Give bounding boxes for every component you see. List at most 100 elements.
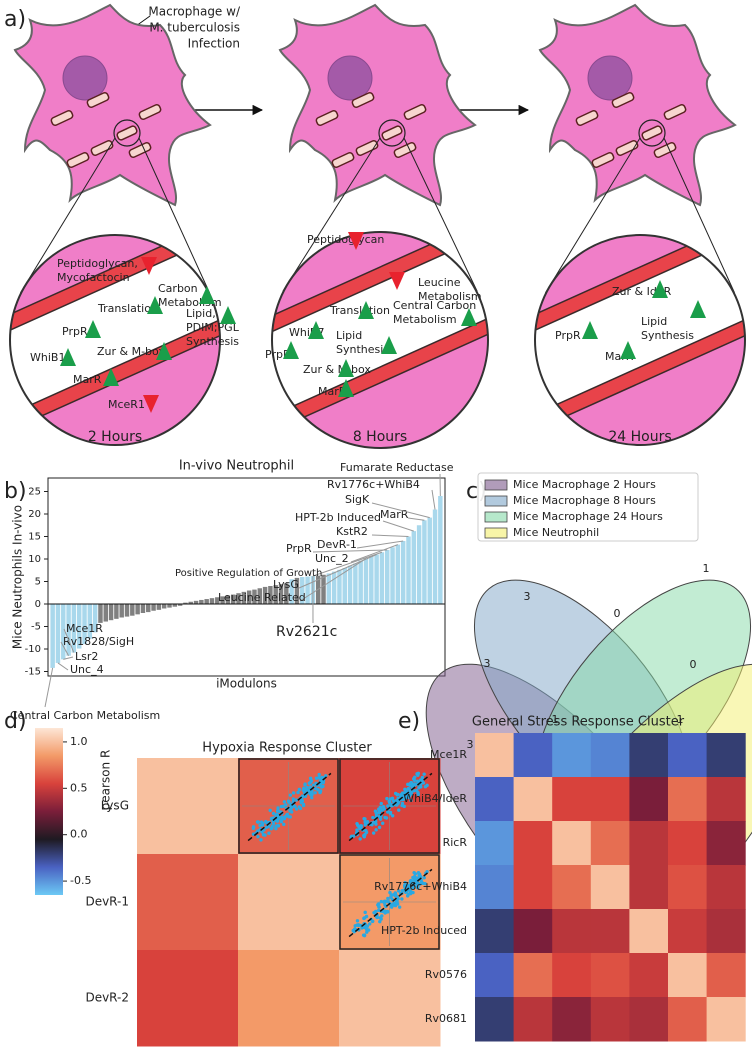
heatmap-cell [706,865,746,910]
up-regulated [338,379,354,397]
heatmap-cell [513,953,553,998]
y-tick-label: -15 [25,667,41,678]
colorbar-label: pearson R [99,750,113,811]
inset-point [395,793,399,797]
inset-point [409,792,413,796]
bar [252,589,257,604]
inset-point [409,798,413,803]
up-regulated [283,341,299,359]
bar-label: Fumarate Reductase [340,461,454,474]
heatmap-cell [513,821,553,866]
heatmap-cell [552,909,592,954]
region-count: 3 [467,738,474,751]
inset-point [383,910,388,915]
heatmap-cell [706,733,746,778]
region-count: 1 [552,713,559,726]
y-tick-label: 10 [28,554,41,565]
bar-label: MarR [380,508,409,521]
inset-point [380,808,384,812]
inset-point [297,787,302,792]
inset-point [363,817,367,821]
inset-point [415,779,420,783]
bar [422,520,427,604]
bar-label: Central Carbon Metabolism [10,709,160,722]
bar [220,596,225,604]
inset-point [276,806,280,810]
pathway-label: Lipid, [186,307,216,320]
inset-fit [348,868,433,938]
inset-point [419,785,423,789]
pathway-label: Lipid [336,329,362,342]
heatmap-cell [475,865,515,910]
bar [278,584,284,604]
bar-label: Unc_4 [70,663,104,676]
inset-point [388,890,392,895]
bar-label: PrpR [286,542,312,555]
inset-point [289,810,294,814]
heatmap-cell [629,909,669,954]
bacterium [351,91,375,109]
pathway-label: Synthesis [186,335,239,348]
heatmap-cell [706,997,746,1042]
macrophage [13,3,212,207]
leader-line [312,551,383,577]
nucleus [327,55,373,101]
inset-point [355,821,359,826]
inset-point [294,807,299,811]
heatmap-cell [706,909,746,954]
inset-point [406,892,411,897]
heatmap-cell [629,997,669,1042]
inset-point [374,909,378,914]
bar-label: Positive Regulation of Growth [175,568,322,579]
inset-point [353,924,357,928]
heatmap-cell [706,953,746,998]
bacterium [86,91,110,109]
leader-line [407,517,425,521]
inset-point [371,815,375,820]
y-tick-label: 0 [35,599,41,610]
inset-point [407,883,412,887]
heatmap-cell [513,909,553,954]
up-regulated [381,336,397,354]
inset-point [374,828,378,832]
bar [236,593,241,604]
bar [246,590,252,604]
inset-point [282,822,286,827]
region-count: 3 [484,657,491,670]
colorbar-tick-label: 0.0 [70,828,88,841]
bar [50,604,55,668]
region-count: 1 [677,713,684,726]
up-regulated [690,300,706,318]
bacterium [575,109,599,127]
bar [305,576,310,604]
heatmap-cell [475,777,515,822]
inset-point [422,876,426,880]
inset-point [410,886,415,890]
inset-frame [339,854,440,950]
inset-point [274,826,278,831]
bacterium [128,141,152,159]
inset-point [377,905,381,909]
bar [177,604,183,606]
pathway-label: PrpR [555,329,581,342]
heatmap-cell [590,733,630,778]
heatmap-cell [629,953,669,998]
bar [411,531,417,604]
inset-point [421,781,426,785]
pathway-label: WhiB1 [30,351,65,364]
leader-line [382,520,414,532]
y-tick-label: 25 [28,487,41,498]
pathway-label: Central Carbon [393,299,476,312]
inset-point [403,787,407,792]
inset-point [422,772,426,776]
heatmap-cell [590,997,630,1042]
inset-point [364,914,369,919]
inset-point [256,820,260,824]
heatmap-cell [475,953,515,998]
inset-point [289,805,294,810]
pathway-label: Translation [97,302,158,315]
inset-point [425,783,429,788]
heatmap-cell [590,909,630,954]
row-label: RicR [443,836,468,849]
heatmap-cell [238,854,340,951]
